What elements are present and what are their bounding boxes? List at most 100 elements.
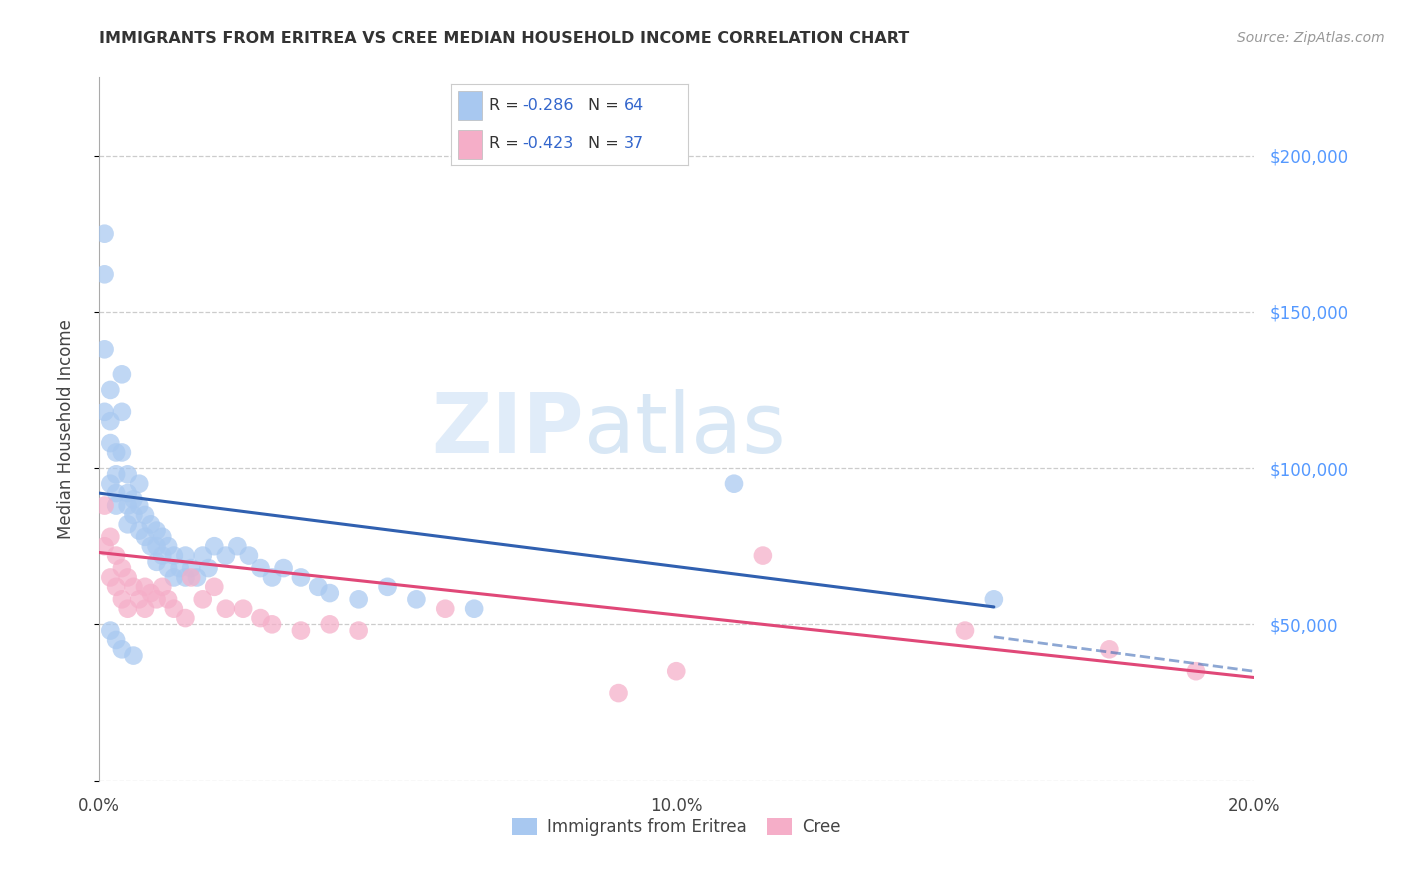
Point [134,508,156,522]
Point [93,227,115,241]
Point [157,539,180,553]
Point [122,508,145,522]
Point [98,436,121,450]
Point [117,486,139,500]
Text: 64: 64 [624,98,644,113]
Point [111,405,134,419]
Point [122,580,145,594]
Point [139,586,162,600]
Point [145,592,167,607]
Text: ZIP: ZIP [432,389,583,469]
Point [93,405,115,419]
Point [122,648,145,663]
Point [273,561,295,575]
Y-axis label: Median Household Income: Median Household Income [58,319,75,539]
Point [290,624,312,638]
Point [1185,664,1208,678]
Point [93,499,115,513]
Point [191,549,214,563]
Point [111,561,134,575]
Text: Source: ZipAtlas.com: Source: ZipAtlas.com [1237,31,1385,45]
Point [122,492,145,507]
Text: atlas: atlas [583,389,786,469]
Point [186,570,208,584]
Point [260,617,283,632]
Text: -0.286: -0.286 [522,98,574,113]
Point [145,524,167,538]
Point [163,601,186,615]
Text: -0.423: -0.423 [522,136,574,151]
Point [105,467,128,482]
Point [93,343,115,357]
Point [105,580,128,594]
Point [752,549,775,563]
Point [98,530,121,544]
Point [180,561,202,575]
Point [463,601,485,615]
Point [307,580,329,594]
Text: 37: 37 [624,136,644,151]
Point [150,549,173,563]
Point [191,592,214,607]
Point [128,524,150,538]
Point [1098,642,1121,657]
Point [232,601,254,615]
Point [197,561,219,575]
Point [215,601,238,615]
Point [105,632,128,647]
Point [226,539,249,553]
Point [347,624,370,638]
Point [145,555,167,569]
Point [98,414,121,428]
Point [105,445,128,459]
Point [105,549,128,563]
Point [111,592,134,607]
Point [150,580,173,594]
Point [180,570,202,584]
Point [983,592,1005,607]
Point [117,467,139,482]
Point [139,517,162,532]
Point [134,601,156,615]
Point [134,530,156,544]
Point [117,499,139,513]
Text: N =: N = [588,98,624,113]
Point [105,499,128,513]
Point [98,383,121,397]
Point [163,549,186,563]
Point [607,686,630,700]
Point [93,539,115,553]
Point [117,517,139,532]
Point [163,570,186,584]
Point [117,570,139,584]
Point [260,570,283,584]
Point [174,570,197,584]
Point [290,570,312,584]
Point [111,642,134,657]
Point [405,592,427,607]
Point [111,445,134,459]
Point [111,368,134,382]
Point [202,539,225,553]
Point [134,580,156,594]
Point [238,549,260,563]
Bar [458,129,482,159]
Point [139,539,162,553]
Point [319,617,342,632]
Point [128,499,150,513]
Point [145,539,167,553]
Point [174,549,197,563]
Point [117,601,139,615]
Point [215,549,238,563]
Point [347,592,370,607]
Text: IMMIGRANTS FROM ERITREA VS CREE MEDIAN HOUSEHOLD INCOME CORRELATION CHART: IMMIGRANTS FROM ERITREA VS CREE MEDIAN H… [98,31,910,46]
Point [98,570,121,584]
Point [169,561,191,575]
Point [953,624,976,638]
Point [128,592,150,607]
Text: R =: R = [489,136,524,151]
Point [93,268,115,282]
Point [202,580,225,594]
Point [249,561,271,575]
Bar [458,91,482,120]
